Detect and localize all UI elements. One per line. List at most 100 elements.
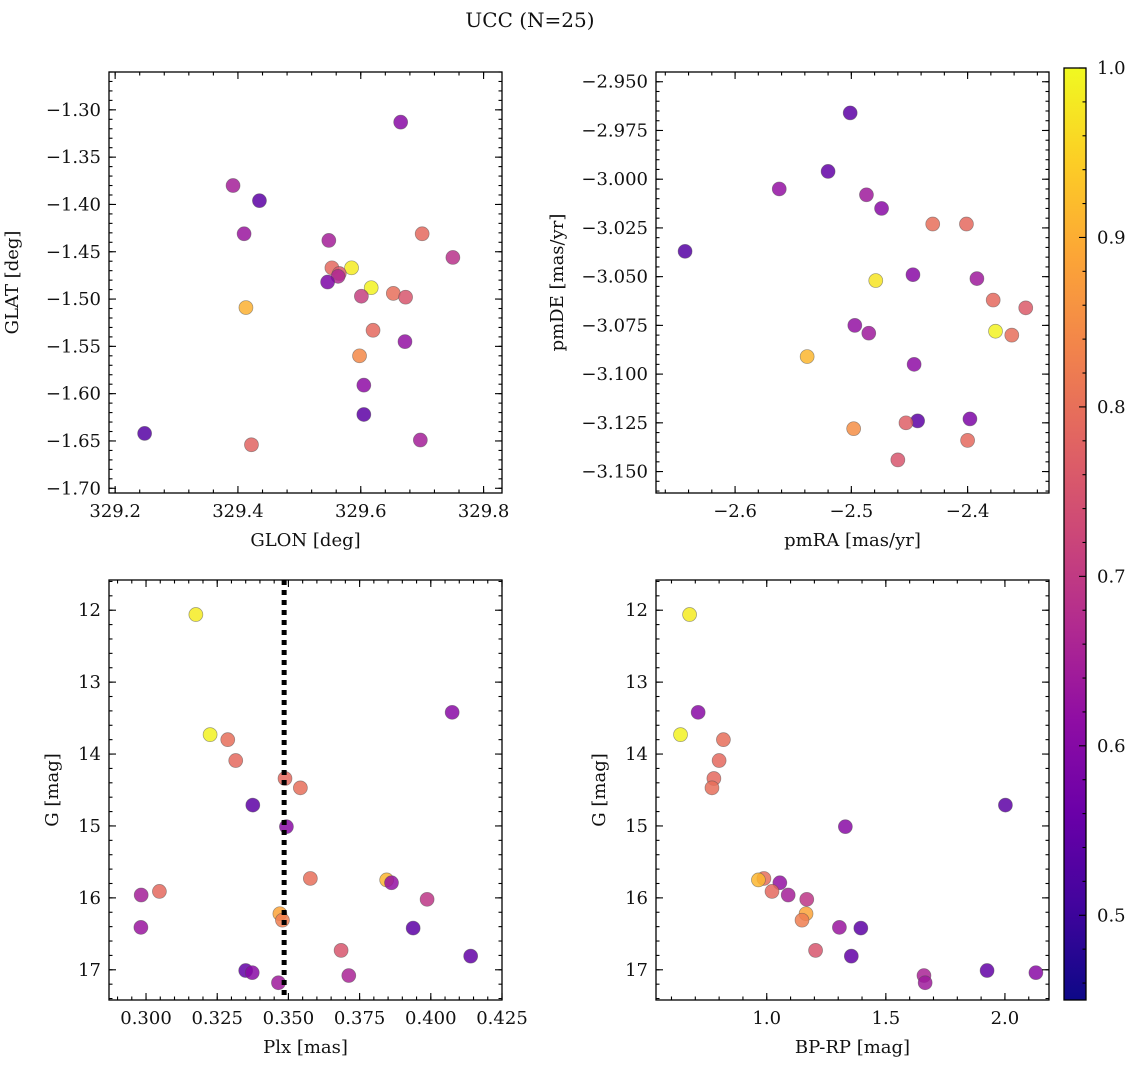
data-point [764, 884, 780, 899]
x-axis-label: BP-RP [mag] [795, 1037, 910, 1058]
data-point [985, 292, 1001, 308]
data-point [794, 912, 810, 928]
data-point [133, 887, 149, 903]
data-point [225, 178, 241, 193]
y-tick-label: 16 [625, 888, 648, 909]
data-point [859, 187, 874, 203]
x-tick-label: 0.375 [334, 1008, 386, 1029]
panels-group: 329.2 329.4 329.6 329.8 −1.30 −1.35 −1.40 −1.45… [2, 71, 1050, 1058]
data-point [1028, 965, 1044, 981]
x-tick-label: 329.6 [335, 501, 387, 522]
plot-frame [655, 579, 1050, 1001]
data-point [690, 704, 706, 720]
x-tick-label: 329.4 [212, 501, 264, 522]
data-point [917, 975, 933, 991]
data-point [137, 426, 152, 441]
data-point [711, 753, 727, 768]
data-point [843, 948, 859, 964]
data-point [820, 164, 836, 179]
colorbar-tick-label: 0.8 [1097, 397, 1126, 418]
data-point [998, 797, 1013, 813]
scatter-points [677, 105, 1034, 468]
data-point [847, 318, 863, 333]
x-tick-label: −2.4 [946, 501, 990, 522]
x-tick-label: −2.5 [829, 501, 873, 522]
data-point [384, 875, 399, 891]
scatter-points [133, 607, 479, 991]
data-point [905, 267, 921, 283]
y-tick-label: 15 [78, 816, 101, 837]
y-tick-label: 14 [625, 744, 648, 765]
data-point [352, 348, 367, 364]
data-point [445, 250, 461, 265]
data-point [960, 433, 975, 448]
colorbar-frame [1063, 67, 1087, 1001]
data-point [751, 872, 766, 888]
plot-frame [108, 71, 503, 494]
data-point [906, 357, 922, 372]
x-tick-label: 0.400 [405, 1008, 457, 1029]
x-tick-label: 329.8 [458, 501, 510, 522]
data-point [925, 216, 941, 232]
data-point [412, 432, 428, 448]
y-axis-label: GLAT [deg] [2, 231, 23, 335]
data-point [682, 607, 697, 622]
data-point [344, 260, 359, 276]
y-tick-label: −3.150 [581, 462, 648, 483]
y-tick-label: −1.35 [46, 147, 101, 168]
y-tick-label: −3.000 [581, 169, 648, 190]
data-point [463, 948, 479, 964]
colorbar-tick-label: 0.5 [1097, 905, 1126, 926]
y-tick-label: 17 [78, 960, 101, 981]
y-tick-label: −1.55 [46, 336, 101, 357]
y-tick-label: −3.050 [581, 267, 648, 288]
y-tick-label: −1.30 [46, 100, 101, 121]
data-point [1004, 327, 1020, 343]
y-axis-label: G [mag] [589, 753, 610, 826]
y-tick-label: 16 [78, 888, 101, 909]
y-axis-label: G [mag] [42, 753, 63, 826]
data-point [677, 243, 693, 259]
data-point [397, 334, 413, 349]
y-tick-label: −1.70 [46, 478, 101, 499]
data-point [244, 437, 259, 453]
x-tick-label: 0.325 [191, 1008, 243, 1029]
data-point [236, 226, 252, 242]
data-point [1018, 300, 1034, 316]
data-point [393, 114, 409, 130]
data-point [704, 780, 720, 796]
plot-frame [655, 71, 1050, 494]
data-point [444, 704, 460, 720]
data-point [244, 965, 260, 981]
data-point [846, 421, 862, 437]
data-point [320, 274, 335, 290]
x-tick-label: −2.6 [713, 501, 757, 522]
data-point [890, 452, 906, 468]
data-point [799, 349, 815, 364]
x-axis-label: GLON [deg] [250, 530, 360, 551]
data-point [333, 943, 349, 958]
colorbar-tick-label: 1.0 [1097, 58, 1126, 79]
data-point [354, 288, 369, 304]
plot-frame [108, 579, 503, 1001]
data-point [188, 607, 204, 622]
y-tick-label: −1.50 [46, 289, 101, 310]
data-point [133, 920, 149, 935]
data-point [365, 322, 381, 338]
x-tick-label: 0.425 [476, 1008, 528, 1029]
data-point [356, 407, 372, 422]
data-point [842, 105, 858, 121]
data-point [799, 891, 815, 907]
scatter-points [673, 607, 1044, 991]
y-tick-label: 14 [78, 744, 101, 765]
data-point [398, 289, 413, 305]
data-point [988, 323, 1003, 339]
data-point [293, 780, 308, 796]
x-tick-label: 1.0 [752, 1008, 781, 1029]
colorbar-tick-label: 0.9 [1097, 227, 1126, 248]
y-tick-label: 13 [625, 672, 648, 693]
y-tick-label: −1.45 [46, 242, 101, 263]
y-tick-label: −2.975 [581, 120, 648, 141]
data-point [252, 193, 267, 209]
data-point [245, 797, 261, 813]
